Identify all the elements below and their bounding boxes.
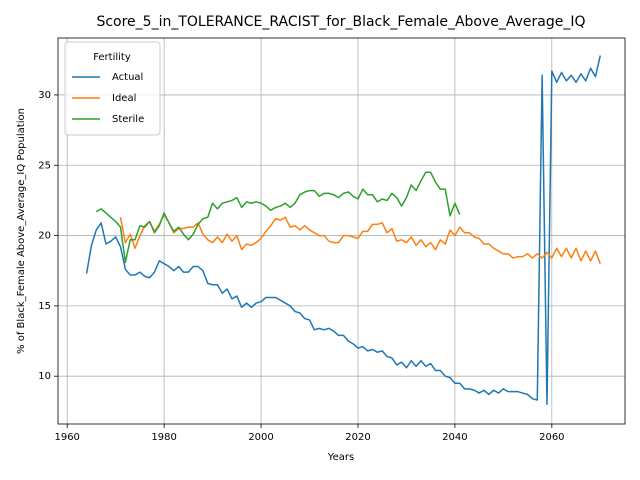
y-tick-label: 15	[38, 301, 51, 312]
x-axis-label: Years	[327, 452, 354, 463]
y-axis-label: % of Black_Female Above_Average_IQ Popul…	[16, 108, 27, 354]
grid: 1960 1980 2000 2020 2040 2060 10 15 20 25 30	[38, 38, 625, 443]
x-tick-label: 2000	[248, 432, 273, 443]
series-line	[119, 213, 601, 264]
x-tick-label: 1960	[54, 432, 79, 443]
series-line	[95, 171, 461, 264]
series-line	[85, 55, 602, 406]
legend-label: Sterile	[112, 114, 144, 125]
legend: Fertility Actual Ideal Sterile	[64, 41, 161, 136]
plot-frame	[57, 37, 626, 425]
y-tick-label: 20	[38, 231, 51, 242]
chart-title: Score_5_in_TOLERANCE_RACIST_for_Black_Fe…	[96, 14, 585, 30]
legend-title: Fertility	[93, 52, 131, 63]
x-tick-label: 2020	[345, 432, 370, 443]
y-tick-label: 25	[38, 160, 51, 171]
y-tick-label: 30	[38, 90, 51, 101]
x-tick-label: 2060	[539, 432, 564, 443]
legend-box	[64, 41, 161, 136]
legend-label: Actual	[112, 72, 143, 83]
y-tick-label: 10	[38, 371, 51, 382]
x-tick-label: 1980	[151, 432, 176, 443]
plot-lines	[85, 55, 602, 406]
legend-label: Ideal	[112, 93, 136, 104]
x-tick-label: 2040	[442, 432, 467, 443]
